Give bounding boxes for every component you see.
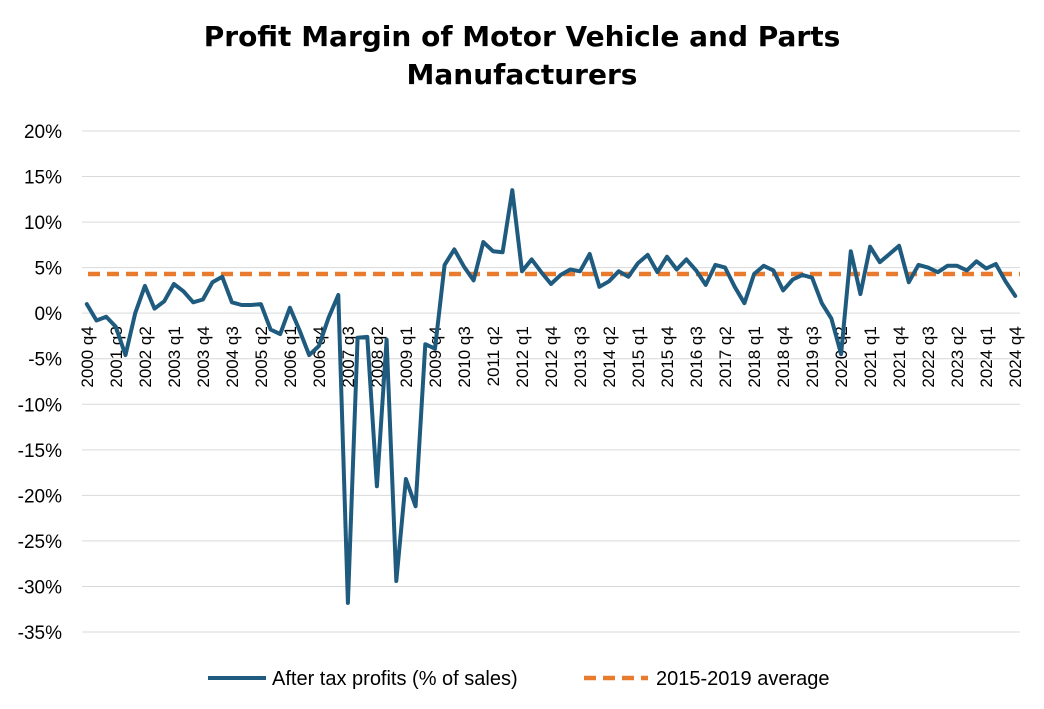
y-tick-label: -15% bbox=[18, 441, 62, 462]
x-tick-label: 2024 q1 bbox=[977, 326, 996, 387]
x-tick-label: 2003 q1 bbox=[165, 326, 184, 387]
x-tick-label: 2018 q1 bbox=[745, 326, 764, 387]
y-tick-label: -25% bbox=[18, 532, 62, 553]
x-axis: 2000 q4 2001 q3 2002 q2 2003 q1 2003 q4 2004 … bbox=[78, 326, 1025, 387]
x-tick-label: 2012 q4 bbox=[542, 326, 561, 387]
chart-title-line-1: Profit Margin of Motor Vehicle and Parts bbox=[203, 20, 841, 53]
y-tick-label: -30% bbox=[18, 577, 62, 598]
x-tick-label: 2008 q2 bbox=[368, 326, 387, 387]
series-layer bbox=[84, 188, 1020, 605]
profit-margin-line bbox=[84, 188, 1018, 605]
y-tick-label: 5% bbox=[35, 259, 63, 280]
y-tick-label: -35% bbox=[18, 623, 62, 644]
x-tick-label: 2011 q2 bbox=[484, 326, 503, 386]
y-tick-label: 20% bbox=[24, 122, 62, 143]
y-tick-label: 15% bbox=[24, 168, 62, 189]
x-tick-label: 2013 q3 bbox=[571, 326, 590, 387]
x-tick-label: 2005 q2 bbox=[252, 326, 271, 387]
x-tick-label: 2015 q1 bbox=[629, 326, 648, 387]
x-tick-label: 2004 q3 bbox=[223, 326, 242, 387]
chart-title-line-2: Manufacturers bbox=[406, 58, 638, 91]
x-tick-label: 2009 q1 bbox=[397, 326, 416, 387]
y-axis: 20% 15% 10% 5% 0% -5% -10% -15% -20% -25% -30% -35% bbox=[18, 122, 62, 644]
y-tick-label: -5% bbox=[28, 350, 62, 371]
x-tick-label: 2023 q2 bbox=[948, 326, 967, 387]
x-tick-label: 2007 q3 bbox=[339, 326, 358, 387]
x-tick-label: 2024 q4 bbox=[1006, 326, 1025, 387]
x-tick-label: 2021 q1 bbox=[861, 326, 880, 387]
x-tick-label: 2012 q1 bbox=[513, 326, 532, 387]
x-tick-label: 2019 q3 bbox=[803, 326, 822, 387]
legend: After tax profits (% of sales) 2015-2019… bbox=[208, 668, 829, 690]
y-tick-label: -20% bbox=[18, 486, 62, 507]
y-tick-label: 0% bbox=[35, 304, 63, 325]
x-tick-label: 2017 q2 bbox=[716, 326, 735, 387]
x-tick-label: 2015 q4 bbox=[658, 326, 677, 387]
x-tick-label: 2014 q2 bbox=[600, 326, 619, 387]
legend-label-profit: After tax profits (% of sales) bbox=[272, 668, 518, 690]
x-tick-label: 2010 q3 bbox=[455, 326, 474, 387]
x-tick-label: 2006 q4 bbox=[310, 326, 329, 387]
x-tick-label: 2018 q4 bbox=[774, 326, 793, 387]
x-tick-label: 2002 q2 bbox=[136, 326, 155, 387]
x-tick-label: 2003 q4 bbox=[194, 326, 213, 387]
grid-layer bbox=[82, 130, 1020, 633]
x-tick-label: 2006 q1 bbox=[281, 326, 300, 387]
x-tick-label: 2001 q3 bbox=[107, 326, 126, 387]
y-tick-label: 10% bbox=[24, 213, 62, 234]
x-tick-label: 2016 q3 bbox=[687, 326, 706, 387]
x-tick-label: 2009 q4 bbox=[426, 326, 445, 387]
chart-title: Profit Margin of Motor Vehicle and Parts… bbox=[0, 18, 1044, 94]
legend-label-average: 2015-2019 average bbox=[656, 668, 829, 690]
x-tick-label: 2000 q4 bbox=[78, 326, 97, 387]
x-tick-label: 2022 q3 bbox=[919, 326, 938, 387]
y-tick-label: -10% bbox=[18, 395, 62, 416]
x-tick-label: 2021 q4 bbox=[890, 326, 909, 387]
